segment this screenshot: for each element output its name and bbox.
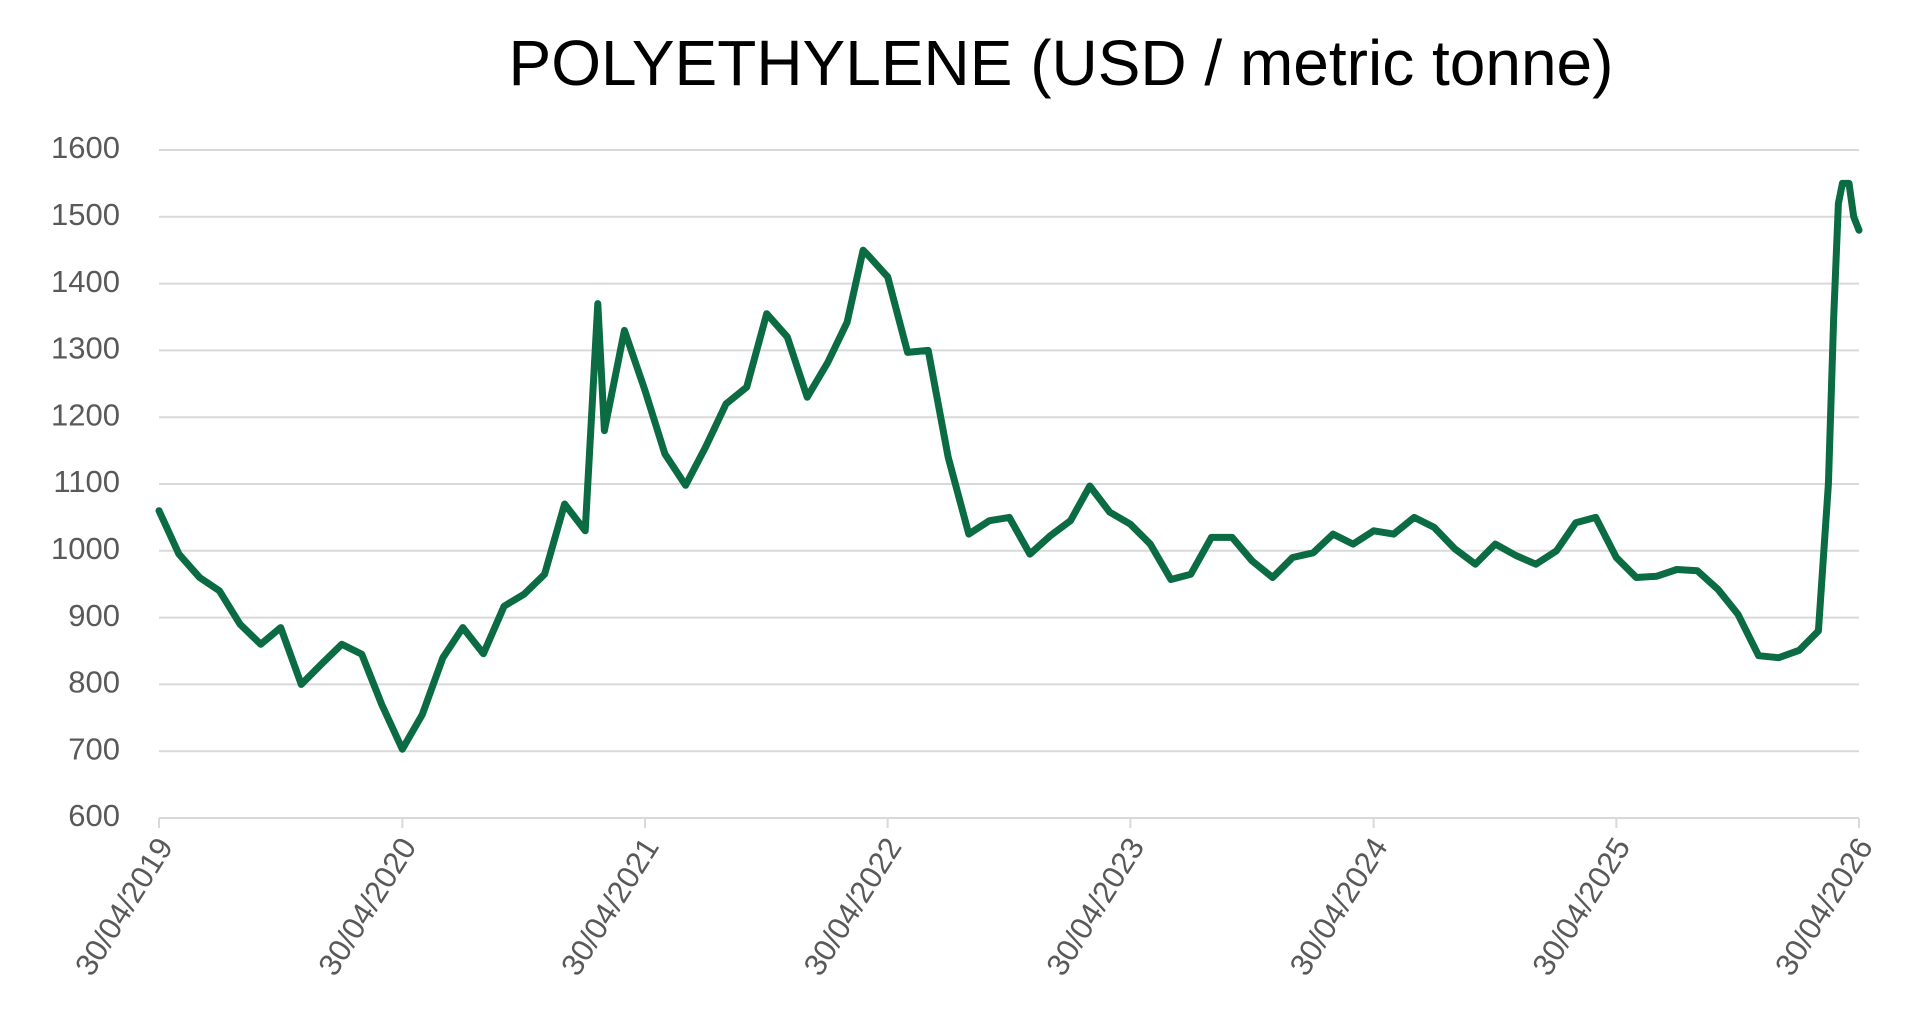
y-tick-label: 600 <box>68 798 120 833</box>
x-tick-label: 30/04/2019 <box>68 832 180 982</box>
x-tick-label: 30/04/2021 <box>554 832 666 982</box>
y-tick-label: 1100 <box>53 464 120 499</box>
x-tick-label: 30/04/2020 <box>311 832 423 982</box>
y-tick-label: 1000 <box>51 531 120 566</box>
x-tick-label: 30/04/2025 <box>1525 832 1637 982</box>
y-tick-label: 800 <box>68 665 120 700</box>
x-tick-label: 30/04/2022 <box>797 832 909 982</box>
y-tick-label: 1500 <box>51 197 120 232</box>
chart-title: POLYETHYLENE (USD / metric tonne) <box>509 27 1614 99</box>
y-tick-label: 900 <box>68 598 120 633</box>
x-tick-label: 30/04/2023 <box>1039 832 1151 982</box>
y-tick-label: 1400 <box>51 264 120 299</box>
price-line <box>155 179 1863 753</box>
y-tick-label: 1300 <box>51 331 120 366</box>
x-tick-label: 30/04/2024 <box>1283 832 1395 982</box>
y-tick-label: 700 <box>68 731 120 766</box>
y-tick-label: 1200 <box>51 397 120 432</box>
y-tick-label: 1600 <box>51 130 120 165</box>
x-tick-label: 30/04/2026 <box>1768 832 1880 982</box>
